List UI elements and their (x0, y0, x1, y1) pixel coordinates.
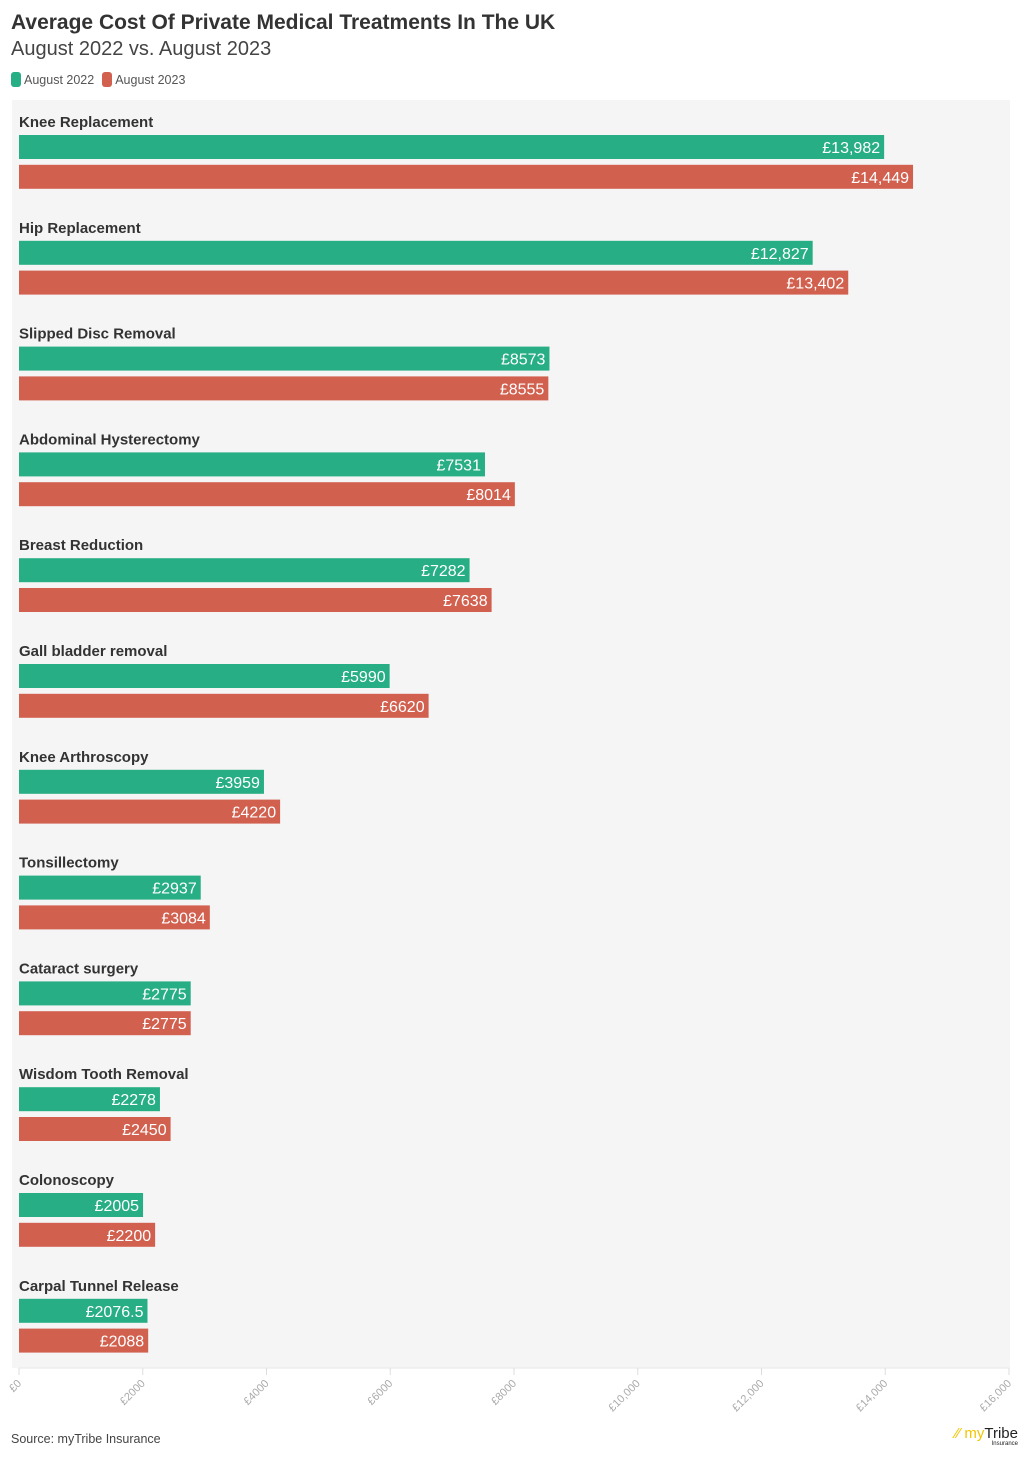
bar-value-label: £13,982 (822, 140, 880, 157)
category-label: Hip Replacement (19, 220, 141, 237)
bar-2022[interactable] (19, 1087, 160, 1112)
bar-2023[interactable] (19, 1011, 191, 1036)
bar-value-label: £2775 (142, 1016, 187, 1033)
category-label: Wisdom Tooth Removal (19, 1066, 189, 1083)
x-tick-label: £12,000 (730, 1378, 767, 1415)
chart-title: Average Cost Of Private Medical Treatmen… (11, 11, 556, 34)
x-tick-label: £0 (7, 1378, 24, 1395)
source-note: Source: myTribe Insurance (11, 1432, 161, 1446)
category-label: Abdominal Hysterectomy (19, 431, 201, 448)
bar-2022[interactable] (19, 452, 485, 477)
mytribe-logo: ⁄⁄ myTribe Insurance (955, 1425, 1018, 1447)
bar-value-label: £6620 (380, 699, 425, 716)
bar-value-label: £8014 (466, 487, 511, 504)
bar-2023[interactable] (19, 693, 429, 718)
bar-2022[interactable] (19, 558, 470, 583)
bar-2022[interactable] (19, 1298, 148, 1323)
legend-label: August 2023 (115, 72, 186, 87)
category-label: Cataract surgery (19, 960, 139, 977)
legend-swatch (102, 72, 113, 87)
x-tick-label: £16,000 (978, 1378, 1015, 1415)
bar-value-label: £7638 (443, 593, 488, 610)
x-tick-label: £14,000 (854, 1378, 891, 1415)
bar-2023[interactable] (19, 376, 549, 401)
bar-2022[interactable] (19, 981, 191, 1006)
bar-2023[interactable] (19, 482, 515, 507)
bar-chart: Knee Replacement £13,982 £14,449 Hip Replac… (7, 114, 1015, 1415)
category-label: Carpal Tunnel Release (19, 1278, 179, 1295)
bar-value-label: £4220 (232, 805, 277, 822)
bar-2023[interactable] (19, 164, 914, 189)
bar-value-label: £14,449 (851, 170, 909, 187)
bar-2022[interactable] (19, 664, 390, 688)
chart-subtitle: August 2022 vs. August 2023 (11, 38, 272, 60)
bar-2023[interactable] (19, 799, 281, 824)
bar-value-label: £2088 (100, 1334, 145, 1351)
category-label: Gall bladder removal (19, 643, 167, 660)
bar-value-label: £3084 (161, 910, 206, 927)
bar-value-label: £2450 (122, 1122, 167, 1139)
category-label: Knee Replacement (19, 114, 153, 131)
x-tick-label: £2000 (118, 1378, 148, 1408)
category-label: Tonsillectomy (19, 855, 119, 872)
bar-value-label: £7282 (421, 563, 466, 580)
bar-2023[interactable] (19, 1328, 149, 1353)
bar-2022[interactable] (19, 135, 885, 159)
category-label: Breast Reduction (19, 537, 143, 554)
bar-value-label: £8573 (501, 352, 546, 369)
x-tick-label: £4000 (242, 1378, 272, 1408)
category-label: Slipped Disc Removal (19, 326, 176, 343)
legend-item-2023[interactable]: August 2023 (102, 72, 185, 87)
bar-2022[interactable] (19, 875, 201, 900)
bar-value-label: £13,402 (786, 276, 844, 293)
bar-value-label: £2775 (142, 986, 187, 1003)
legend: August 2022 August 2023 (11, 72, 185, 87)
category-label: Knee Arthroscopy (19, 749, 149, 766)
bar-value-label: £2937 (152, 881, 197, 898)
bar-2023[interactable] (19, 270, 849, 295)
bar-2023[interactable] (19, 1117, 171, 1141)
bar-value-label: £2278 (111, 1092, 156, 1109)
bar-value-label: £12,827 (751, 246, 809, 263)
bar-2023[interactable] (19, 588, 492, 612)
bar-value-label: £5990 (341, 669, 386, 686)
x-tick-label: £10,000 (606, 1378, 643, 1415)
category-label: Colonoscopy (19, 1172, 115, 1189)
bar-2022[interactable] (19, 1193, 144, 1217)
bar-value-label: £8555 (500, 381, 545, 398)
bar-value-label: £2005 (95, 1198, 140, 1215)
plot-background (12, 100, 1010, 1368)
bar-2022[interactable] (19, 346, 550, 371)
x-tick-label: £6000 (365, 1378, 395, 1408)
legend-swatch (11, 72, 21, 87)
legend-item-2022[interactable]: August 2022 (11, 72, 94, 87)
legend-label: August 2022 (24, 72, 95, 87)
bar-2022[interactable] (19, 769, 264, 794)
x-tick-label: £8000 (489, 1378, 519, 1408)
bar-2023[interactable] (19, 905, 210, 930)
bar-2022[interactable] (19, 240, 813, 265)
bar-value-label: £2200 (107, 1228, 152, 1245)
bar-value-label: £7531 (436, 457, 481, 474)
bar-value-label: £2076.5 (86, 1304, 144, 1321)
bar-value-label: £3959 (215, 775, 260, 792)
bar-2023[interactable] (19, 1222, 156, 1247)
